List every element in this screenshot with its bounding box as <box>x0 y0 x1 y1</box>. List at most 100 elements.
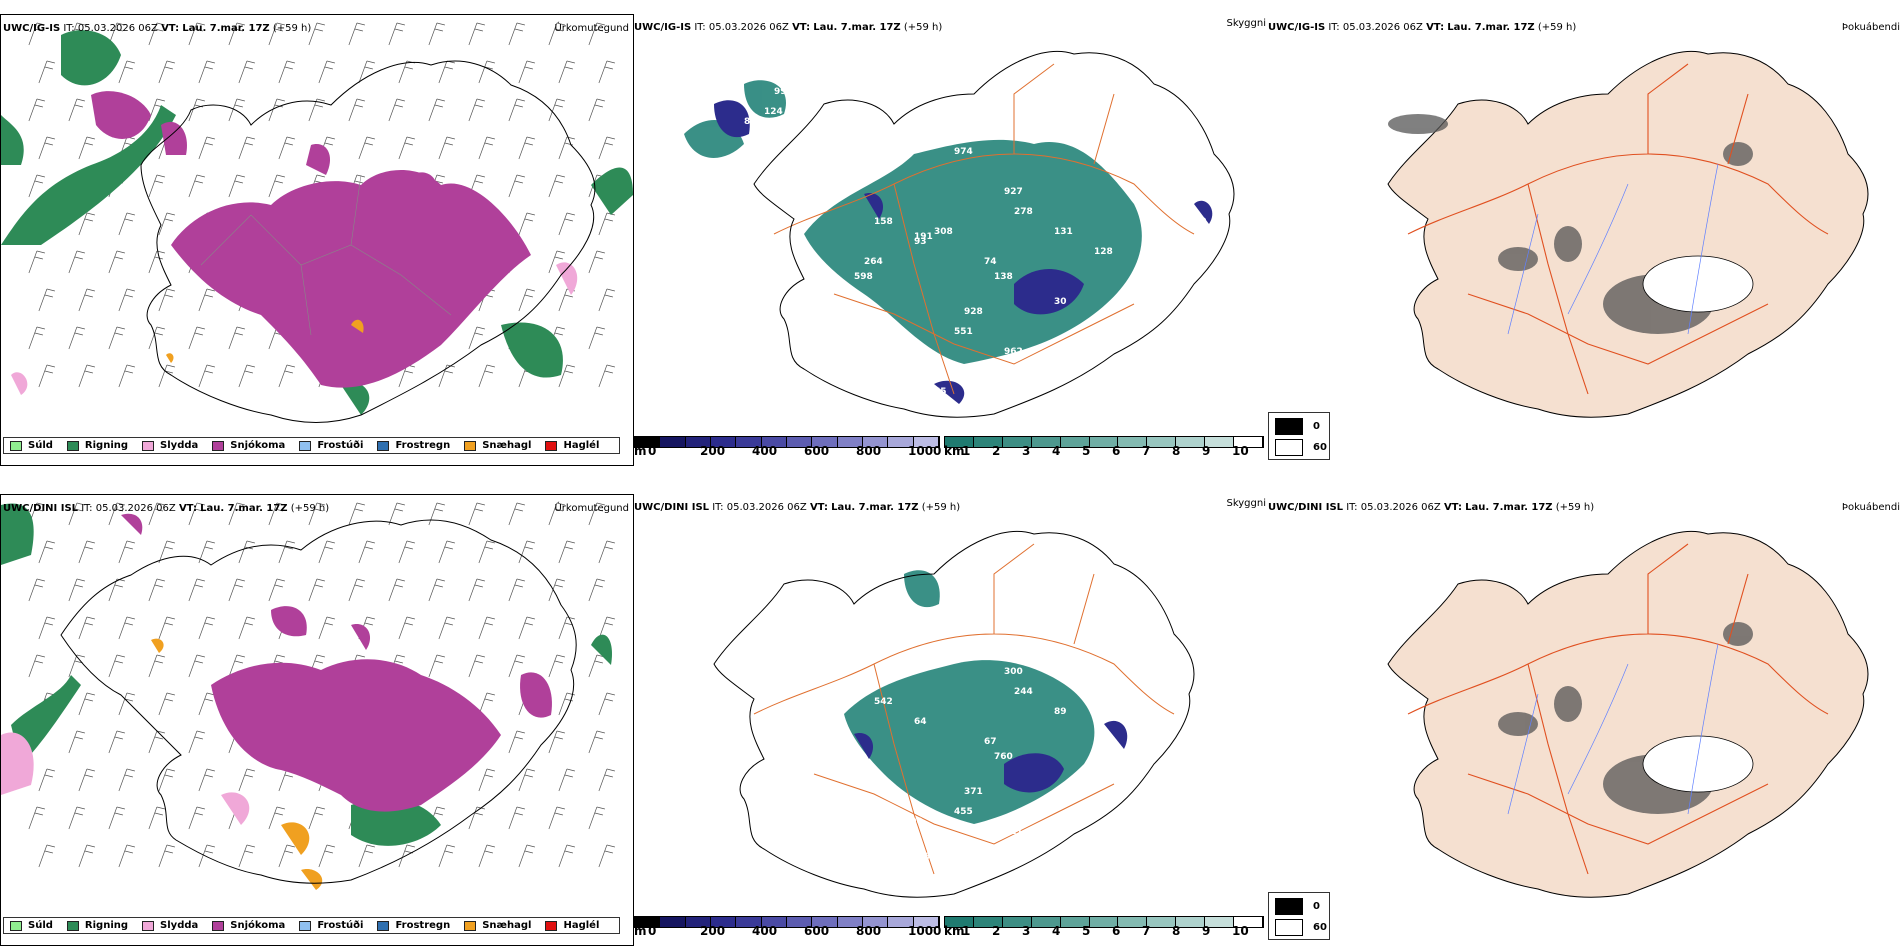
colorbar-segment <box>812 437 838 447</box>
colorbar-tick-label: 600 <box>804 444 830 458</box>
wind-barb <box>78 136 95 160</box>
wind-barb <box>598 692 615 716</box>
cloud-base-value: 58 <box>1174 237 1187 247</box>
wind-barb <box>158 364 175 388</box>
legend-item: Snæhagl <box>464 440 531 451</box>
roads <box>773 63 1195 395</box>
fog-legend-swatch <box>1275 898 1303 915</box>
cloud-base-value: 74 <box>984 257 997 267</box>
wind-barb <box>358 60 375 84</box>
colorbar-tick-label: 600 <box>804 924 830 938</box>
wind-barb <box>28 98 45 122</box>
wind-barb <box>38 60 55 84</box>
lead-time: (+59 h) <box>272 23 312 34</box>
legend-label: Súld <box>28 920 53 931</box>
wind-barb <box>28 174 45 198</box>
wind-barb <box>28 22 45 46</box>
cloud-base-areas <box>854 720 1128 793</box>
wind-barb <box>148 174 165 198</box>
precip-type-panel-top: UWC/IG-IS IT: 05.03.2026 06Z VT: Lau. 7.… <box>0 14 634 466</box>
wind-barb <box>438 616 455 640</box>
wind-barb <box>598 768 615 792</box>
wind-barb <box>118 288 135 312</box>
wind-barb <box>228 502 245 526</box>
visibility-colorbar <box>944 916 1264 928</box>
wind-barb <box>78 288 95 312</box>
cloud-base-value: 113 <box>954 627 973 637</box>
fog-title: Þokuábendi <box>1841 22 1900 33</box>
cloud-base-value: 455 <box>954 807 973 817</box>
cloud-map-top: 994 113 974 136 927 278 131 74 128 138 928 551 962 72… <box>684 50 1235 418</box>
colorbar-tick-label: 8 <box>1172 924 1181 938</box>
wind-barb <box>158 60 175 84</box>
wind-barb <box>588 250 605 274</box>
wind-barb <box>588 654 605 678</box>
wind-barb <box>68 654 85 678</box>
fog-legend-swatch <box>1275 439 1303 456</box>
panel-header-top-cloud: UWC/IG-IS IT: 05.03.2026 06Z VT: Lau. 7.… <box>634 22 942 34</box>
wind-barb <box>188 730 205 754</box>
cloud-base-value: 65 <box>934 387 947 397</box>
cloud-panel-bottom: 395 327 113 135 300 244 89 67 98 760 371 455 921 600 4… <box>634 494 1266 944</box>
legend-item: Rigning <box>66 440 128 451</box>
wind-barb <box>238 540 255 564</box>
colorbar-segment <box>1060 437 1090 447</box>
model-name: UWC/IG-IS <box>634 22 692 33</box>
wind-barb <box>38 540 55 564</box>
wind-barb <box>268 578 285 602</box>
colorbar-segment <box>1089 437 1119 447</box>
model-name: UWC/IG-IS <box>3 23 61 34</box>
cloud-base-colorbar <box>634 436 940 448</box>
colorbar-segment <box>1060 917 1090 927</box>
fog-panel-top: UWC/IG-IS IT: 05.03.2026 06Z VT: Lau. 7.… <box>1268 14 1900 464</box>
colorbar-segment <box>761 917 787 927</box>
fog-map-top <box>1387 50 1869 418</box>
sleet-areas <box>11 262 578 395</box>
wind-barb <box>558 60 575 84</box>
init-label: IT: <box>1346 502 1358 513</box>
wind-barb <box>548 654 565 678</box>
colorbar-tick-label: 10 <box>1232 444 1249 458</box>
colorbar-segment <box>1234 917 1263 927</box>
cloud-base-values: 395 327 113 135 300 244 89 67 98 760 371 455 921 600 4… <box>734 537 1107 877</box>
legend-item: Snæhagl <box>464 920 531 931</box>
colorbar-segment <box>973 437 1003 447</box>
wind-barb <box>438 540 455 564</box>
wind-barb <box>398 616 415 640</box>
colorbar-tick-label: 3 <box>1022 444 1031 458</box>
wind-barb <box>118 60 135 84</box>
wind-barb <box>468 22 485 46</box>
colorbar-segment <box>1147 917 1177 927</box>
wind-barb <box>468 502 485 526</box>
wind-barb <box>308 502 325 526</box>
wind-barb <box>508 502 525 526</box>
wind-barb <box>78 844 95 868</box>
legend-label: Snæhagl <box>482 440 532 451</box>
cloud-base-value: 72 <box>904 337 917 347</box>
colorbar-tick-label: 1000 <box>908 444 942 458</box>
cloud-base-value: 186 <box>784 647 803 657</box>
cloud-base-areas <box>714 100 1213 404</box>
fog-legend-item: 60 <box>1275 439 1327 456</box>
wind-barb <box>318 540 335 564</box>
wind-barb <box>278 60 295 84</box>
panel-header-bottom-cloud: UWC/DINI ISL IT: 05.03.2026 06Z VT: Lau.… <box>634 502 960 514</box>
colorbar-segment <box>685 917 711 927</box>
visibility-ticks: 1 2 3 4 5 6 7 8 9 10 <box>962 924 1262 938</box>
init-time: 05.03.2026 06Z <box>1342 22 1423 33</box>
colorbar-segment <box>660 917 686 927</box>
wind-barb <box>588 98 605 122</box>
legend-swatch <box>212 920 225 931</box>
cloud-base-value: 135 <box>944 597 963 607</box>
wind-barb <box>558 692 575 716</box>
wind-barb <box>78 692 95 716</box>
wind-barb <box>38 616 55 640</box>
wind-barb <box>228 98 245 122</box>
cloud-base-value: 921 <box>1004 827 1023 837</box>
visibility-ticks: 1 2 3 4 5 6 7 8 9 10 <box>962 444 1262 458</box>
snow-areas <box>121 513 552 812</box>
cloud-base-value: 962 <box>1004 347 1023 357</box>
init-time: 05.03.2026 06Z <box>95 503 176 514</box>
colorbar-tick-label: 2 <box>992 444 1001 458</box>
wind-barb <box>438 844 455 868</box>
